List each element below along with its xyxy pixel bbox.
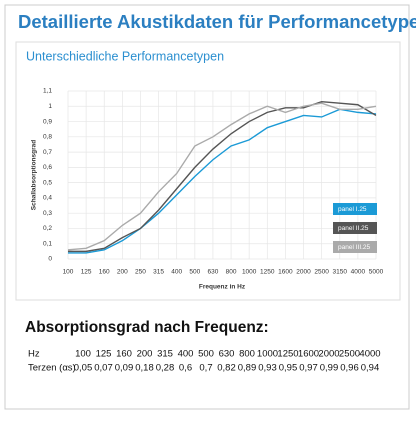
table-cell: 0,93 (258, 363, 277, 374)
table-cell: 630 (219, 349, 235, 360)
y-tick-label: 0,8 (43, 134, 52, 141)
table-cell: 0,97 (299, 363, 318, 374)
table-cell: 0,05 (74, 363, 93, 374)
legend-label: panel II.25 (338, 225, 369, 232)
legend-label: panel I.25 (338, 206, 367, 213)
table-cell: 0,94 (361, 363, 380, 374)
legend-swatch (333, 241, 377, 253)
x-axis-label: Frequenz in Hz (199, 284, 246, 291)
y-tick-label: 0,3 (43, 210, 52, 217)
x-tick-label: 100 (63, 269, 74, 276)
table-cell: 0,7 (199, 363, 212, 374)
table-cell: 0,28 (156, 363, 175, 374)
y-tick-label: 0,4 (43, 195, 52, 202)
x-tick-label: 1000 (242, 269, 257, 276)
table-cell: 400 (178, 349, 194, 360)
table-cell: 0,07 (94, 363, 113, 374)
table-cell: 0,95 (279, 363, 298, 374)
table-cell: 1000 (257, 349, 278, 360)
x-tick-label: 200 (117, 269, 128, 276)
page-title: Detaillierte Akustikdaten für Performanc… (18, 11, 416, 32)
chart-title: Unterschiedliche Performancetypen (26, 49, 224, 63)
x-tick-label: 2000 (296, 269, 311, 276)
table-cell: 315 (157, 349, 173, 360)
legend-label: panel III.25 (338, 244, 371, 251)
table-cell: 500 (198, 349, 214, 360)
y-tick-label: 0,6 (43, 164, 52, 171)
x-tick-label: 125 (81, 269, 92, 276)
table-cell: 4000 (359, 349, 380, 360)
x-tick-label: 160 (99, 269, 110, 276)
y-tick-label: 0,2 (43, 225, 52, 232)
x-tick-label: 5000 (369, 269, 384, 276)
series-line (68, 108, 377, 254)
table-cell: 0,18 (135, 363, 154, 374)
legend-swatch (333, 222, 377, 234)
table-cell: 1250 (277, 349, 298, 360)
table-cell: 0,89 (238, 363, 257, 374)
x-tick-label: 3150 (333, 269, 348, 276)
table-cell: 2000 (318, 349, 339, 360)
table-cell: 0,6 (179, 363, 192, 374)
legend-swatch (333, 203, 377, 215)
y-tick-label: 1 (48, 103, 52, 110)
x-tick-label: 630 (208, 269, 219, 276)
x-tick-label: 1250 (260, 269, 275, 276)
x-tick-label: 4000 (351, 269, 366, 276)
y-axis-label: Schallabsorptionsgrad (31, 140, 38, 210)
table-cell: 0,09 (115, 363, 134, 374)
y-tick-label: 1,1 (43, 88, 52, 95)
chart-panel (15, 41, 401, 301)
x-tick-label: 800 (226, 269, 237, 276)
table-cell: 0,82 (217, 363, 236, 374)
row-label: Hz (28, 349, 40, 360)
y-tick-label: 0,1 (43, 240, 52, 247)
x-tick-label: 250 (135, 269, 146, 276)
series-line (68, 100, 377, 253)
table-cell: 0,99 (320, 363, 339, 374)
series-line (67, 102, 377, 251)
x-tick-label: 1600 (278, 269, 293, 276)
table-cell: 160 (116, 349, 132, 360)
table-cell: 1600 (298, 349, 319, 360)
y-tick-label: 0 (48, 256, 52, 263)
table-cell: 800 (239, 349, 255, 360)
table-cell: 200 (137, 349, 153, 360)
y-tick-label: 0,5 (43, 179, 52, 186)
x-tick-label: 500 (189, 269, 200, 276)
row-label: Terzen (αs) (28, 363, 76, 374)
table-cell: 125 (96, 349, 112, 360)
table-cell: 0,96 (340, 363, 359, 374)
y-tick-label: 0,7 (43, 149, 52, 156)
x-tick-label: 2500 (314, 269, 329, 276)
table-cell: 100 (75, 349, 91, 360)
x-tick-label: 400 (171, 269, 182, 276)
table-title: Absorptionsgrad nach Frequenz: (25, 319, 269, 336)
x-tick-label: 315 (153, 269, 164, 276)
y-tick-label: 0,9 (43, 118, 52, 125)
table-cell: 2500 (339, 349, 360, 360)
